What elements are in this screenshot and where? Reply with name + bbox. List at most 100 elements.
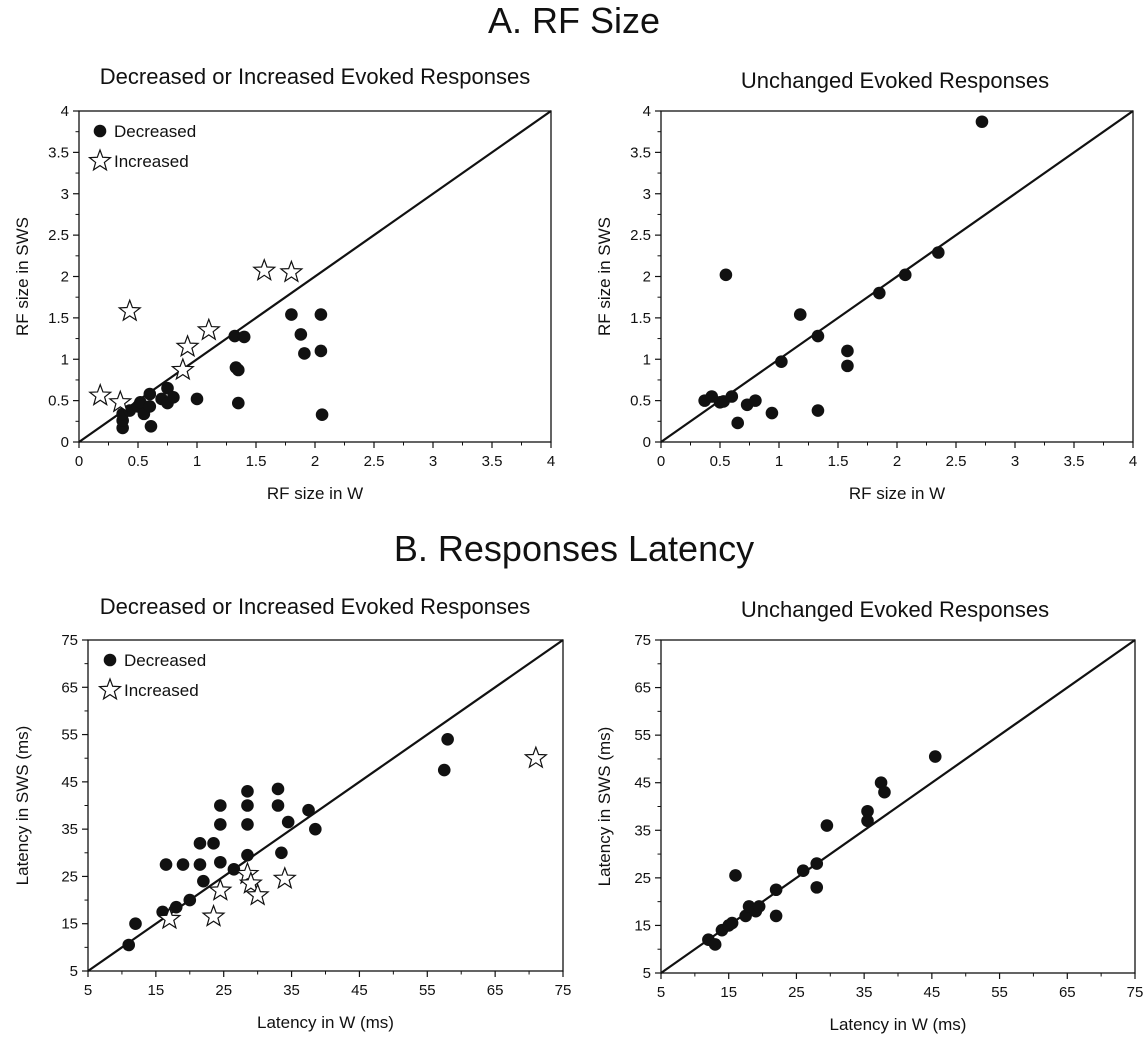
x-tick-label: 1.5 xyxy=(828,453,849,470)
data-point-circle xyxy=(811,404,825,417)
data-point-circle xyxy=(874,776,888,790)
data-point-circle xyxy=(314,308,328,321)
data-point-star xyxy=(88,382,113,406)
data-point-circle xyxy=(214,799,227,812)
legend-label-decreased: Decreased xyxy=(124,651,206,670)
panel-title-latency-changed: Decreased or Increased Evoked Responses xyxy=(99,594,531,619)
data-point-circle xyxy=(193,858,207,871)
identity-line xyxy=(78,110,552,443)
y-axis-label: RF size in SWS xyxy=(595,217,614,336)
x-tick-label: 55 xyxy=(991,984,1008,1001)
data-point-circle xyxy=(810,881,824,894)
x-axis-label: RF size in W xyxy=(267,484,363,503)
data-point-circle xyxy=(731,416,744,430)
data-point-circle xyxy=(811,329,825,343)
data-point-star xyxy=(196,317,221,341)
y-tick-label: 75 xyxy=(634,632,651,649)
data-point-circle xyxy=(793,308,807,321)
y-tick-label: 1.5 xyxy=(630,310,651,327)
x-axis-label: Latency in W (ms) xyxy=(257,1013,394,1032)
data-point-circle xyxy=(122,938,136,952)
data-point-circle xyxy=(183,893,197,907)
section-title-response-latency: B. Responses Latency xyxy=(393,528,755,569)
data-point-circle xyxy=(898,268,912,282)
data-point-star xyxy=(108,389,133,413)
data-point-circle xyxy=(143,400,157,413)
data-point-circle xyxy=(820,819,834,832)
data-point-circle xyxy=(725,916,739,930)
x-tick-label: 35 xyxy=(856,984,873,1001)
y-tick-label: 4 xyxy=(61,103,69,120)
data-point-circle xyxy=(861,814,874,828)
y-tick-label: 0 xyxy=(643,434,651,451)
y-axis-label: Latency in SWS (ms) xyxy=(13,726,32,886)
x-tick-label: 3 xyxy=(429,453,437,470)
data-point-circle xyxy=(769,883,783,897)
y-tick-label: 5 xyxy=(70,963,78,980)
y-tick-label: 25 xyxy=(634,870,651,887)
y-tick-label: 1 xyxy=(61,351,69,368)
section-title-rf-size: A. RF Size xyxy=(487,0,661,41)
data-point-circle xyxy=(197,874,210,888)
x-tick-label: 0 xyxy=(657,453,665,470)
data-point-star xyxy=(201,903,226,927)
y-axis-label: Latency in SWS (ms) xyxy=(595,727,614,887)
y-tick-label: 2.5 xyxy=(48,227,69,244)
legend-marker-decreased xyxy=(103,653,117,667)
data-point-circle xyxy=(861,804,874,818)
data-point-circle xyxy=(207,837,220,850)
y-tick-label: 55 xyxy=(61,727,78,744)
y-tick-label: 1.5 xyxy=(48,310,69,327)
data-point-star xyxy=(208,877,233,901)
y-tick-label: 3.5 xyxy=(48,144,69,161)
data-point-circle xyxy=(932,246,945,259)
data-point-circle xyxy=(796,864,810,878)
data-point-circle xyxy=(841,359,854,373)
y-tick-label: 0.5 xyxy=(630,393,651,410)
y-tick-label: 0 xyxy=(61,434,69,451)
data-point-circle xyxy=(134,395,147,409)
data-point-circle xyxy=(143,387,157,401)
x-tick-label: 3.5 xyxy=(1064,453,1085,470)
x-tick-label: 45 xyxy=(924,984,941,1001)
data-point-circle xyxy=(708,938,722,951)
data-point-circle xyxy=(294,328,308,341)
x-tick-label: 2 xyxy=(893,453,901,470)
y-tick-label: 15 xyxy=(634,917,651,934)
data-point-circle xyxy=(159,858,173,871)
data-point-star xyxy=(523,745,548,769)
legend-marker-increased xyxy=(87,148,113,172)
x-tick-label: 75 xyxy=(555,982,572,999)
data-point-circle xyxy=(167,391,180,404)
data-point-circle xyxy=(725,390,739,403)
data-point-circle xyxy=(129,917,142,931)
y-tick-label: 25 xyxy=(61,868,78,885)
y-tick-label: 35 xyxy=(61,821,78,838)
x-tick-label: 0 xyxy=(75,453,83,470)
data-point-circle xyxy=(719,268,733,282)
y-tick-label: 65 xyxy=(634,680,651,697)
y-axis-label: RF size in SWS xyxy=(13,217,32,336)
y-tick-label: 3 xyxy=(643,186,651,203)
y-tick-label: 45 xyxy=(61,774,78,791)
panel-title-rf-unchanged: Unchanged Evoked Responses xyxy=(740,68,1050,93)
x-tick-label: 1.5 xyxy=(246,453,267,470)
data-point-circle xyxy=(271,782,285,796)
data-point-circle xyxy=(232,396,245,410)
data-point-circle xyxy=(739,909,752,923)
data-point-circle xyxy=(285,308,298,321)
data-point-circle xyxy=(878,785,891,799)
x-tick-label: 0.5 xyxy=(128,453,149,470)
y-tick-label: 0.5 xyxy=(48,393,69,410)
x-tick-label: 2 xyxy=(311,453,319,470)
data-point-circle xyxy=(281,815,295,829)
data-point-star xyxy=(272,866,297,890)
data-point-circle xyxy=(437,763,451,777)
data-point-star xyxy=(170,357,195,381)
y-tick-label: 75 xyxy=(61,632,78,649)
x-tick-label: 5 xyxy=(84,982,92,999)
data-point-circle xyxy=(841,344,854,358)
x-tick-label: 25 xyxy=(788,984,805,1001)
y-tick-label: 5 xyxy=(643,965,651,982)
data-point-circle xyxy=(271,799,285,812)
